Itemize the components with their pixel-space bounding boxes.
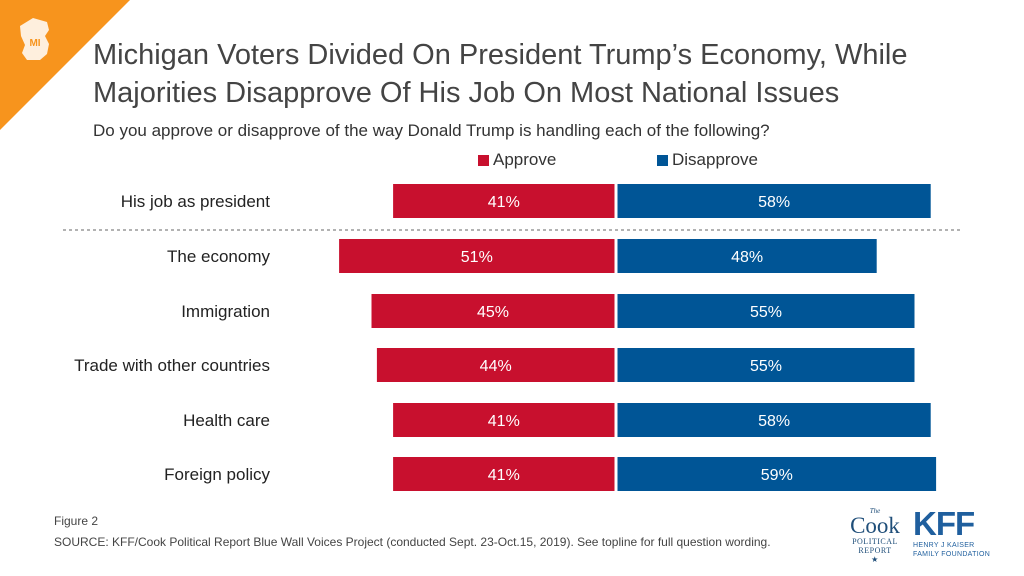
- cook-logo-name: Cook: [850, 513, 900, 538]
- disapprove-bar-label: 55%: [750, 304, 782, 321]
- category-label: Health care: [183, 411, 270, 430]
- disapprove-bar-label: 48%: [731, 249, 763, 266]
- title-line-1: Michigan Voters Divided On President Tru…: [93, 39, 908, 71]
- approve-bar-label: 45%: [477, 304, 509, 321]
- disapprove-bar: [617, 348, 915, 382]
- title-line-2: Majorities Disapprove Of His Job On Most…: [93, 77, 840, 109]
- disapprove-bar: [617, 457, 937, 491]
- approve-bar-label: 41%: [488, 194, 520, 211]
- chart-title: Michigan Voters Divided On President Tru…: [93, 36, 1013, 112]
- approval-bar-chart: His job as president 41% 58% The economy 51%…: [63, 184, 962, 491]
- cook-logo-the: The: [869, 507, 881, 515]
- disapprove-bar-label: 58%: [758, 194, 790, 211]
- legend-disapprove-swatch: [657, 154, 668, 166]
- legend-disapprove-label: Disapprove: [672, 150, 758, 169]
- approve-bar-label: 41%: [488, 413, 520, 430]
- disapprove-bar: [617, 403, 931, 437]
- approve-bar: [371, 294, 615, 328]
- source-note: SOURCE: KFF/Cook Political Report Blue W…: [54, 535, 771, 549]
- legend-approve-label: Approve: [493, 150, 557, 169]
- cook-political-report-logo: The Cook POLITICAL REPORT ★: [843, 507, 907, 565]
- category-label: Trade with other countries: [74, 356, 270, 375]
- category-label: Immigration: [181, 302, 270, 321]
- category-label: The economy: [167, 247, 270, 266]
- legend-approve-swatch: [478, 154, 489, 166]
- legend-approve: Approve: [478, 150, 556, 170]
- corner-badge-text: MI: [29, 38, 40, 49]
- category-label: His job as president: [121, 192, 271, 211]
- disapprove-bar-label: 58%: [758, 413, 790, 430]
- star-icon: ★: [871, 555, 879, 564]
- disapprove-bar: [617, 239, 877, 273]
- michigan-corner-badge: MI: [0, 0, 130, 130]
- approve-bar-label: 51%: [461, 249, 493, 266]
- kff-logo: KFF HENRY J KAISER FAMILY FOUNDATION: [913, 507, 995, 559]
- michigan-icon: [20, 18, 49, 60]
- approve-bar-label: 44%: [480, 358, 512, 375]
- approve-bar: [376, 348, 615, 382]
- approve-bar: [393, 403, 615, 437]
- kff-logo-name: KFF: [913, 505, 975, 542]
- figure-number: Figure 2: [54, 514, 99, 528]
- cook-logo-line2: REPORT: [858, 546, 892, 555]
- kff-logo-line1: HENRY J KAISER: [913, 542, 975, 549]
- disapprove-bar: [617, 184, 931, 218]
- legend-disapprove: Disapprove: [657, 150, 758, 170]
- cook-logo-line1: POLITICAL: [852, 537, 898, 546]
- disapprove-bar-label: 59%: [761, 467, 793, 484]
- approve-bar: [339, 239, 615, 273]
- chart-subtitle: Do you approve or disapprove of the way …: [93, 121, 770, 140]
- disapprove-bar-label: 55%: [750, 358, 782, 375]
- category-label: Foreign policy: [164, 465, 270, 484]
- kff-logo-line2: FAMILY FOUNDATION: [913, 551, 991, 558]
- approve-bar: [393, 457, 615, 491]
- approve-bar-label: 41%: [488, 467, 520, 484]
- disapprove-bar: [617, 294, 915, 328]
- approve-bar: [393, 184, 615, 218]
